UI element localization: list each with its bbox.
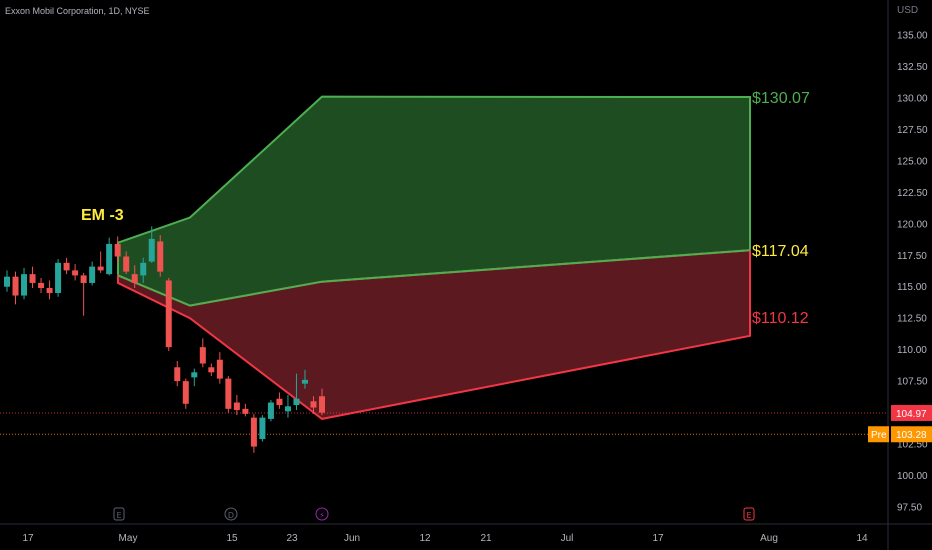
pre-market-tag — [868, 426, 889, 443]
candle-body — [12, 276, 19, 296]
y-tick-label: 132.50 — [897, 62, 928, 73]
candle-body — [208, 367, 215, 373]
y-tick-label: 135.00 — [897, 31, 928, 42]
y-tick-label: 100.00 — [897, 471, 928, 482]
y-tick-label: 110.00 — [897, 345, 927, 356]
middle-target-label: $117.04 — [752, 243, 809, 260]
candle-body — [165, 280, 172, 348]
y-tick-label: 125.00 — [897, 156, 928, 167]
candle-body — [182, 381, 189, 404]
svg-text:E: E — [746, 511, 751, 520]
y-tick-label: 117.50 — [897, 251, 927, 262]
candle-body — [233, 402, 240, 411]
candle-body — [46, 287, 53, 294]
candle-body — [89, 266, 96, 283]
x-tick-label: 17 — [22, 533, 34, 544]
candle-body — [4, 276, 10, 287]
y-tick-label: 130.00 — [897, 93, 928, 104]
svg-text:D: D — [228, 511, 234, 520]
candle-body — [157, 241, 164, 272]
pre-market-label: Pre — [871, 430, 887, 441]
candle-body — [174, 367, 181, 382]
candle-body — [55, 262, 62, 294]
middle-boundary-line — [117, 249, 751, 307]
candle-body — [123, 256, 130, 272]
pre-price-badge — [891, 426, 932, 443]
candle-body — [63, 262, 70, 271]
candle-body — [29, 274, 36, 283]
x-tick-label: 21 — [480, 533, 492, 544]
candle-body — [225, 378, 232, 409]
svg-text:⚡: ⚡ — [319, 511, 325, 520]
pre-price-value: 103.28 — [896, 430, 927, 441]
x-tick-label: May — [119, 533, 138, 544]
x-tick-label: Aug — [760, 533, 778, 544]
split-icon[interactable]: ⚡ — [315, 507, 329, 521]
candle-body — [267, 402, 274, 419]
y-tick-label: 122.50 — [897, 188, 928, 199]
candle-body — [106, 243, 113, 275]
x-tick-label: 23 — [286, 533, 298, 544]
earnings-icon[interactable]: E — [113, 507, 125, 521]
candle-body — [319, 396, 325, 413]
last-price-value: 104.97 — [896, 409, 927, 420]
x-tick-label: 14 — [856, 533, 868, 544]
candle-body — [310, 401, 317, 408]
candle-body — [276, 398, 283, 406]
currency-label: USD — [897, 5, 919, 16]
svg-text:E: E — [116, 511, 121, 520]
candle-body — [191, 372, 198, 378]
x-tick-label: Jul — [561, 533, 574, 544]
candle-body — [199, 347, 206, 364]
x-tick-label: 15 — [226, 533, 238, 544]
candle-body — [114, 243, 121, 257]
candle-body — [72, 270, 79, 276]
x-tick-label: 17 — [652, 533, 664, 544]
y-tick-label: 115.00 — [897, 282, 927, 293]
upper-target-label: $130.07 — [752, 90, 810, 107]
lower-target-label: $110.12 — [752, 310, 809, 327]
candle-body — [242, 408, 249, 414]
candle-body — [301, 379, 308, 384]
candle-body — [97, 266, 104, 271]
y-tick-label: 112.50 — [897, 314, 927, 325]
candle-body — [284, 406, 291, 412]
y-tick-label: 107.50 — [897, 377, 928, 388]
candle-body — [131, 274, 138, 283]
y-tick-label: 127.50 — [897, 125, 928, 136]
y-tick-label: 102.50 — [897, 440, 928, 451]
y-tick-label: 97.50 — [897, 503, 922, 514]
dividend-icon[interactable]: D — [224, 507, 238, 521]
candle-body — [80, 275, 87, 283]
candle-body — [259, 417, 266, 440]
x-tick-label: 12 — [419, 533, 431, 544]
x-tick-label: Jun — [344, 533, 360, 544]
em-label: EM -3 — [81, 207, 124, 224]
candle-body — [38, 282, 45, 288]
symbol-title: Exxon Mobil Corporation, 1D, NYSE — [5, 6, 150, 16]
earnings-icon[interactable]: E — [743, 507, 755, 521]
candle-body — [140, 262, 147, 276]
y-tick-label: 120.00 — [897, 219, 928, 230]
last-price-badge — [891, 404, 932, 421]
candle-body — [293, 398, 300, 406]
candle-body — [148, 238, 155, 262]
candle-body — [216, 359, 223, 379]
candle-body — [250, 417, 257, 447]
candle-body — [21, 274, 28, 296]
